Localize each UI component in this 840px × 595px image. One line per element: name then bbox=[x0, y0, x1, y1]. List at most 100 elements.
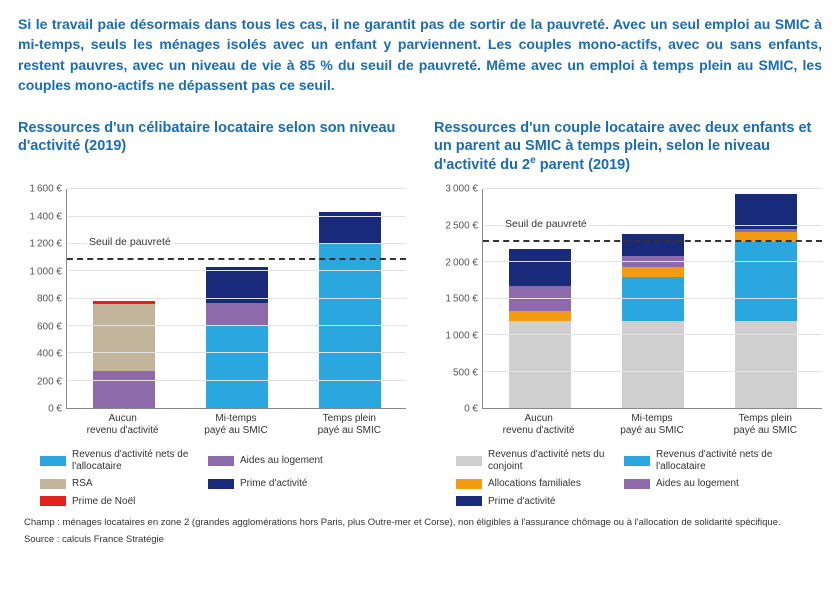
legend-swatch bbox=[624, 456, 650, 466]
bar bbox=[319, 189, 381, 408]
y-tick-label: 500 € bbox=[453, 367, 478, 378]
legend-text: Revenus d'activité nets de l'allocataire bbox=[72, 449, 200, 472]
legend-swatch bbox=[456, 479, 482, 489]
x-label: Aucunrevenu d'activité bbox=[78, 413, 168, 437]
y-tick-label: 1 200 € bbox=[29, 239, 62, 250]
x-label: Temps pleinpayé au SMIC bbox=[720, 413, 810, 437]
legend-text: Allocations familiales bbox=[488, 478, 581, 490]
legend-text: RSA bbox=[72, 478, 93, 490]
legend-swatch bbox=[208, 479, 234, 489]
legend-swatch bbox=[456, 456, 482, 466]
bar-segment-rsa bbox=[93, 304, 155, 371]
bar bbox=[735, 189, 797, 408]
intro-paragraph: Si le travail paie désormais dans tous l… bbox=[18, 14, 822, 95]
chart-left-legend: Revenus d'activité nets de l'allocataire… bbox=[40, 449, 406, 507]
bar-segment-revenus_activite bbox=[206, 326, 268, 408]
chart-right-panel: Ressources d'un couple locataire avec de… bbox=[434, 119, 822, 507]
footer: Champ : ménages locataires en zone 2 (gr… bbox=[18, 517, 822, 547]
legend-text: Prime d'activité bbox=[488, 496, 556, 508]
legend-item-revenus_conjoint: Revenus d'activité nets du conjoint bbox=[456, 449, 616, 472]
grid-line bbox=[67, 352, 406, 353]
bar-segment-prime_activite bbox=[319, 212, 381, 244]
legend-item-alloc_familiales: Allocations familiales bbox=[456, 478, 616, 490]
poverty-label: Seuil de pauvreté bbox=[503, 218, 589, 230]
grid-line bbox=[67, 270, 406, 271]
bar-segment-prime_activite bbox=[509, 249, 571, 286]
bar bbox=[93, 189, 155, 408]
bar bbox=[206, 189, 268, 408]
grid-line bbox=[483, 261, 822, 262]
legend-text: Revenus d'activité nets du conjoint bbox=[488, 449, 616, 472]
bar-segment-prime_activite bbox=[622, 234, 684, 257]
chart-right-yaxis: 0 €500 €1 000 €1 500 €2 000 €2 500 €3 00… bbox=[434, 189, 482, 409]
y-tick-label: 1 600 € bbox=[29, 184, 62, 195]
grid-line bbox=[483, 371, 822, 372]
bar-segment-aides_logement bbox=[206, 303, 268, 326]
bar-segment-aides_logement bbox=[93, 371, 155, 408]
bar-segment-prime_activite bbox=[735, 194, 797, 228]
chart-left-panel: Ressources d'un célibataire locataire se… bbox=[18, 119, 406, 507]
bar-segment-revenus_activite bbox=[622, 277, 684, 321]
y-tick-label: 1 500 € bbox=[445, 294, 478, 305]
chart-left-plot: Seuil de pauvreté bbox=[66, 189, 406, 409]
legend-item-aides_logement: Aides au logement bbox=[624, 478, 784, 490]
footer-source: Source : calculs France Stratégie bbox=[24, 534, 816, 547]
legend-item-revenus_activite: Revenus d'activité nets de l'allocataire bbox=[40, 449, 200, 472]
grid-line bbox=[67, 188, 406, 189]
charts-row: Ressources d'un célibataire locataire se… bbox=[18, 119, 822, 507]
y-tick-label: 1 400 € bbox=[29, 211, 62, 222]
bar bbox=[622, 189, 684, 408]
chart-right-title: Ressources d'un couple locataire avec de… bbox=[434, 119, 822, 175]
legend-text: Prime de Noël bbox=[72, 496, 135, 508]
legend-item-aides_logement: Aides au logement bbox=[208, 449, 368, 472]
bar-segment-alloc_familiales bbox=[622, 267, 684, 276]
chart-left-bars bbox=[67, 189, 406, 408]
legend-swatch bbox=[456, 496, 482, 506]
bar-segment-revenus_activite bbox=[319, 244, 381, 408]
legend-text: Revenus d'activité nets de l'allocataire bbox=[656, 449, 784, 472]
grid-line bbox=[67, 325, 406, 326]
x-label: Temps pleinpayé au SMIC bbox=[304, 413, 394, 437]
footer-champ: Champ : ménages locataires en zone 2 (gr… bbox=[24, 517, 816, 530]
grid-line bbox=[483, 334, 822, 335]
chart-left-yaxis: 0 €200 €400 €600 €800 €1 000 €1 200 €1 4… bbox=[18, 189, 66, 409]
y-tick-label: 600 € bbox=[37, 321, 62, 332]
y-tick-label: 0 € bbox=[464, 404, 478, 415]
bar-segment-aides_logement bbox=[509, 286, 571, 311]
y-tick-label: 200 € bbox=[37, 376, 62, 387]
chart-right-area: 0 €500 €1 000 €1 500 €2 000 €2 500 €3 00… bbox=[434, 189, 822, 409]
y-tick-label: 3 000 € bbox=[445, 184, 478, 195]
grid-line bbox=[67, 380, 406, 381]
chart-left-title: Ressources d'un célibataire locataire se… bbox=[18, 119, 406, 175]
grid-line bbox=[483, 298, 822, 299]
y-tick-label: 0 € bbox=[48, 404, 62, 415]
legend-item-prime_activite: Prime d'activité bbox=[208, 478, 368, 490]
y-tick-label: 400 € bbox=[37, 349, 62, 360]
legend-item-prime_noel: Prime de Noël bbox=[40, 496, 200, 508]
y-tick-label: 1 000 € bbox=[445, 330, 478, 341]
legend-item-prime_activite: Prime d'activité bbox=[456, 496, 616, 508]
bar-segment-revenus_activite bbox=[735, 242, 797, 321]
legend-swatch bbox=[40, 496, 66, 506]
chart-left-area: 0 €200 €400 €600 €800 €1 000 €1 200 €1 4… bbox=[18, 189, 406, 409]
grid-line bbox=[67, 216, 406, 217]
y-tick-label: 2 000 € bbox=[445, 257, 478, 268]
grid-line bbox=[67, 298, 406, 299]
chart-right-xlabels: Aucunrevenu d'activitéMi-tempspayé au SM… bbox=[482, 413, 822, 437]
bar-segment-alloc_familiales bbox=[509, 311, 571, 320]
legend-swatch bbox=[40, 479, 66, 489]
legend-text: Aides au logement bbox=[656, 478, 739, 490]
poverty-line bbox=[67, 258, 406, 260]
legend-item-rsa: RSA bbox=[40, 478, 200, 490]
legend-text: Prime d'activité bbox=[240, 478, 308, 490]
legend-swatch bbox=[208, 456, 234, 466]
legend-swatch bbox=[624, 479, 650, 489]
chart-left-xlabels: Aucunrevenu d'activitéMi-tempspayé au SM… bbox=[66, 413, 406, 437]
poverty-label: Seuil de pauvreté bbox=[87, 236, 173, 248]
grid-line bbox=[483, 188, 822, 189]
y-tick-label: 2 500 € bbox=[445, 220, 478, 231]
y-tick-label: 800 € bbox=[37, 294, 62, 305]
legend-text: Aides au logement bbox=[240, 455, 323, 467]
chart-right-plot: Seuil de pauvreté bbox=[482, 189, 822, 409]
poverty-line bbox=[483, 240, 822, 242]
